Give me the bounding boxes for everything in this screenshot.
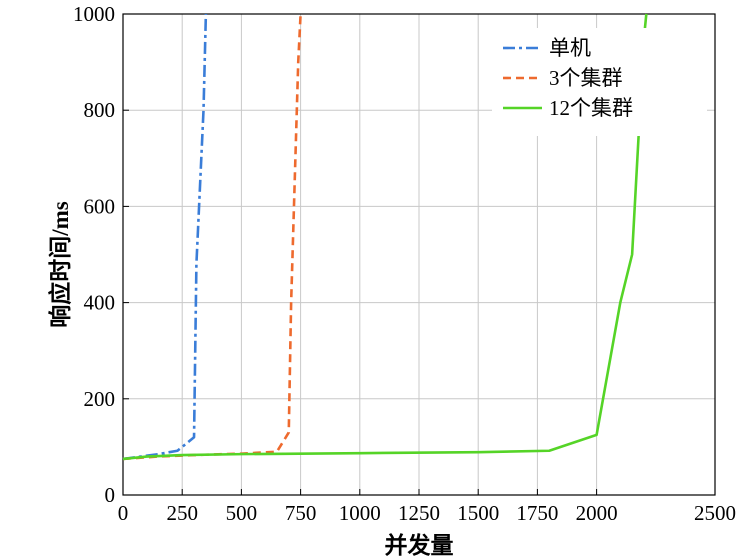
x-tick-label: 2500 [694,501,736,525]
x-axis-title: 并发量 [385,532,454,558]
x-tick-label: 1500 [457,501,499,525]
y-tick-label: 1000 [73,2,115,26]
tick-labels: 0 250 500 750 1000 1250 1500 1750 2000 2500 0 200 40… [73,2,736,525]
series-line-3-cluster [122,13,302,461]
y-axis-title: 响应时间/ms [47,201,73,328]
y-tick-label: 600 [84,194,116,218]
x-tick-label: 1000 [339,501,381,525]
x-tick-label: 1750 [516,501,558,525]
series-line-12-cluster [122,13,648,461]
y-tick-label: 800 [84,98,116,122]
legend-label-12-cluster: 12个集群 [549,96,633,120]
legend-label-standalone: 单机 [549,36,591,60]
legend-box [492,28,707,136]
series-layer [122,13,648,461]
x-tick-label: 2000 [576,501,618,525]
x-tick-label: 1250 [398,501,440,525]
y-tick-label: 0 [105,483,116,507]
x-tick-label: 500 [226,501,258,525]
y-tick-label: 400 [84,291,116,315]
x-tick-label: 0 [118,501,129,525]
x-tick-label: 750 [285,501,317,525]
series-line-standalone [122,13,208,461]
legend: 单机 3个集群 12个集群 [492,28,707,136]
legend-label-3-cluster: 3个集群 [549,66,623,90]
y-tick-label: 200 [84,387,116,411]
x-tick-label: 250 [166,501,198,525]
